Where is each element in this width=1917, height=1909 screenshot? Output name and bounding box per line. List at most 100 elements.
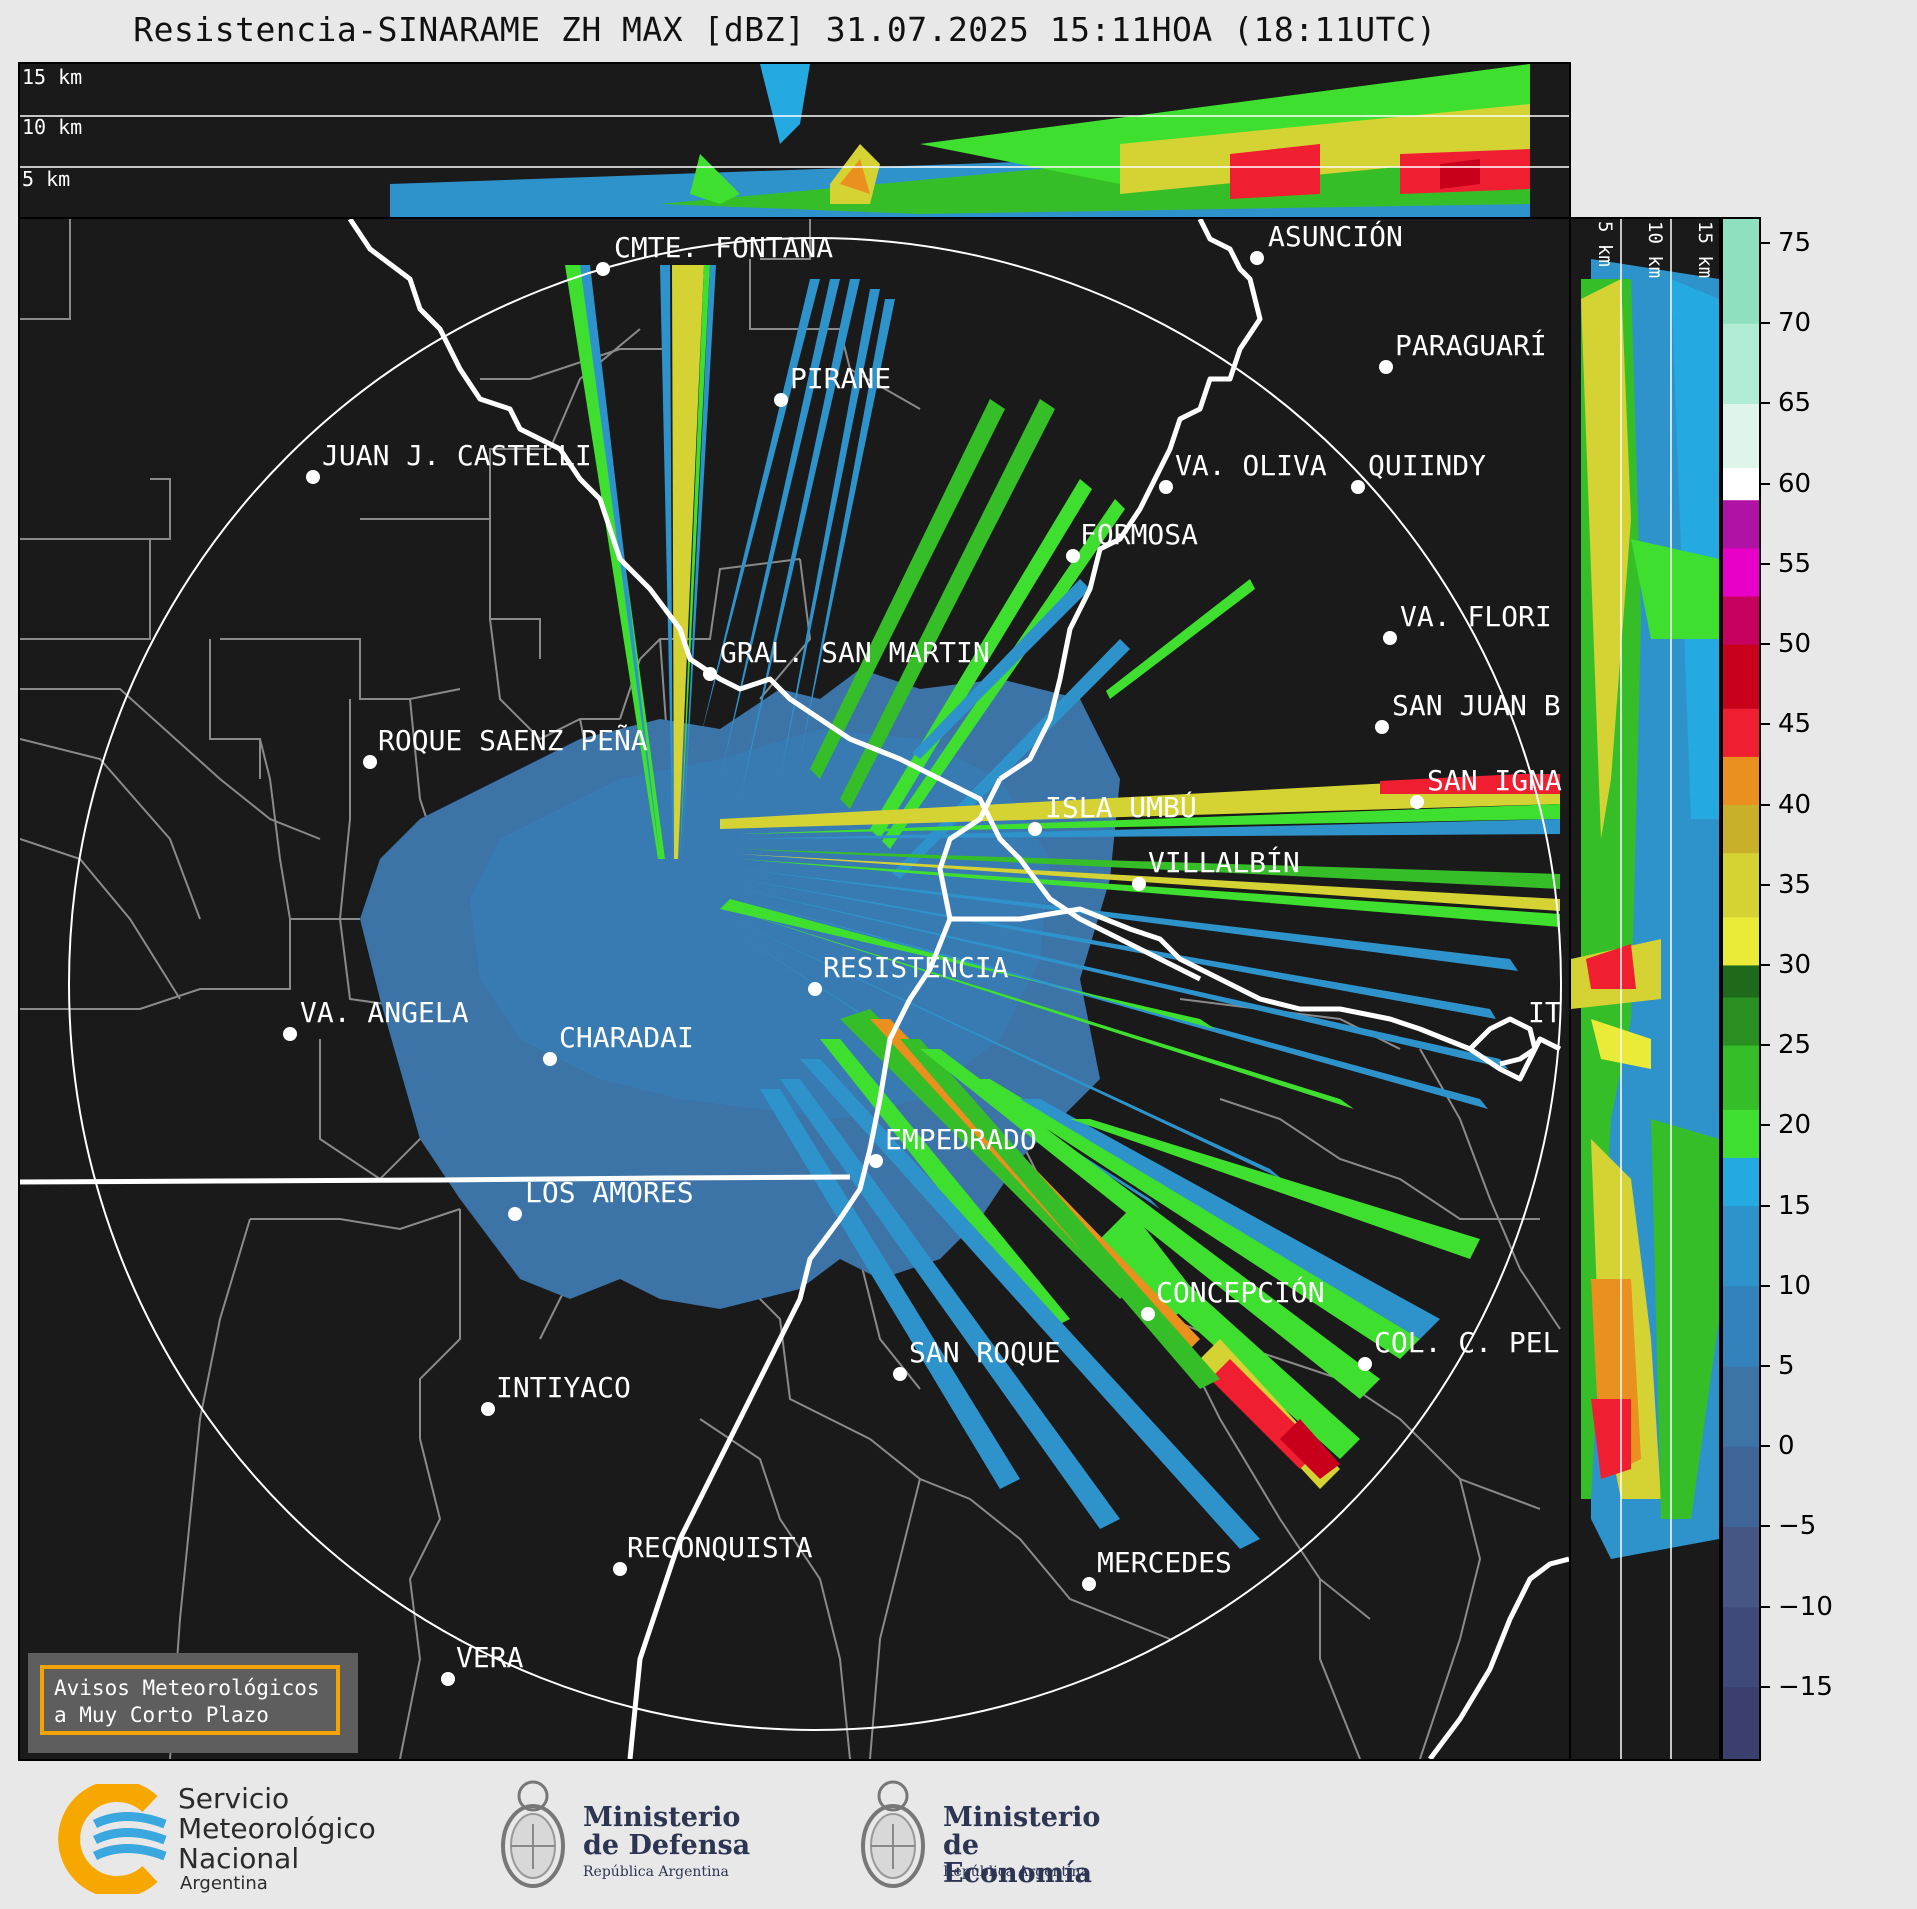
colorbar-tick-mark	[1761, 803, 1770, 806]
ministerio-defensa-logo: Ministerio de Defensa República Argentin…	[495, 1774, 755, 1902]
radar-range-ring	[68, 237, 1562, 1731]
svg-text:CONCEPCIÓN: CONCEPCIÓN	[1156, 1275, 1325, 1309]
colorbar-tick-mark	[1761, 1204, 1770, 1207]
top-cross-section-panel: 15 km 10 km 5 km	[18, 62, 1571, 219]
colorbar-band	[1723, 708, 1759, 757]
colorbar-tick-label: 0	[1778, 1431, 1795, 1462]
dbz-colorbar	[1721, 217, 1761, 1761]
colorbar-band	[1723, 1285, 1759, 1367]
colorbar-tick-label: 50	[1778, 629, 1812, 660]
side-height-label-15km: 15 km	[1694, 221, 1716, 278]
argentina-coat-of-arms-icon	[861, 1780, 925, 1888]
economia-title-line-2: de Economía	[943, 1830, 1092, 1889]
colorbar-tick-mark	[1761, 1685, 1770, 1688]
svg-text:COL. C. PEL: COL. C. PEL	[1374, 1326, 1559, 1359]
place-vera: VERA	[441, 1641, 524, 1686]
svg-text:ISLA UMBÚ: ISLA UMBÚ	[1045, 790, 1197, 824]
colorbar-band	[1723, 595, 1759, 645]
smn-name-line-3: Nacional	[178, 1842, 300, 1875]
colorbar-tick-label: 75	[1778, 228, 1812, 259]
colorbar-tick-label: 65	[1778, 388, 1812, 419]
colorbar-band	[1723, 852, 1759, 918]
place-it: IT	[1528, 996, 1562, 1029]
place-va-flori: VA. FLORI	[1383, 600, 1552, 645]
place-mercedes: MERCEDES	[1082, 1546, 1232, 1591]
colorbar-tick-label: 70	[1778, 308, 1812, 339]
place-quiindy: QUIINDY	[1351, 449, 1486, 494]
colorbar-tick-label: 45	[1778, 709, 1812, 740]
economia-title-line-1: Ministerio	[943, 1802, 1101, 1833]
side-cross-section-panel: 5 km 10 km 15 km	[1569, 217, 1721, 1761]
svg-text:SAN ROQUE: SAN ROQUE	[909, 1336, 1061, 1369]
svg-text:JUAN J. CASTELLI: JUAN J. CASTELLI	[322, 439, 592, 472]
defensa-subtitle: República Argentina	[583, 1864, 729, 1880]
colorbar-tick-label: −5	[1778, 1511, 1817, 1542]
national-borders	[20, 219, 1569, 1759]
svg-text:ROQUE SAENZ PEÑA: ROQUE SAENZ PEÑA	[378, 723, 648, 757]
colorbar-tick-label: 55	[1778, 548, 1812, 579]
colorbar-band	[1723, 964, 1759, 998]
defensa-title-line-1: Ministerio	[583, 1802, 741, 1833]
place-va-oliva: VA. OLIVA	[1159, 449, 1327, 494]
height-label-10km: 10 km	[22, 115, 82, 139]
svg-text:CMTE. FONTANA: CMTE. FONTANA	[614, 231, 833, 264]
svg-text:RESISTENCIA: RESISTENCIA	[823, 951, 1009, 984]
svg-text:CHARADAI: CHARADAI	[559, 1021, 694, 1054]
place-concepcion: CONCEPCIÓN	[1141, 1275, 1325, 1321]
warning-banner[interactable]: Avisos Meteorológicos a Muy Corto Plazo	[28, 1653, 358, 1753]
colorbar-tick-label: 15	[1778, 1190, 1812, 1221]
place-col-c-pel: COL. C. PEL	[1358, 1326, 1559, 1371]
svg-text:INTIYACO: INTIYACO	[496, 1371, 631, 1404]
footer-logos: Servicio Meteorológico Nacional Argentin…	[0, 1762, 1917, 1909]
colorbar-tick-label: 35	[1778, 869, 1812, 900]
colorbar-tick-label: −15	[1778, 1671, 1833, 1702]
svg-text:SAN IGNA: SAN IGNA	[1427, 764, 1562, 797]
smn-name-line-4: Argentina	[180, 1873, 268, 1894]
svg-text:PIRANE: PIRANE	[790, 362, 891, 395]
top-cross-section-echoes	[390, 64, 1530, 217]
place-san-roque: SAN ROQUE	[893, 1336, 1061, 1381]
svg-text:GRAL. SAN MARTIN: GRAL. SAN MARTIN	[720, 636, 990, 669]
colorbar-tick-mark	[1761, 482, 1770, 485]
colorbar-band	[1723, 403, 1759, 469]
top-cross-section-plot: 15 km 10 km 5 km	[20, 64, 1569, 217]
place-villalbin: VILLALBÍN	[1132, 845, 1300, 891]
colorbar-tick-mark	[1761, 1445, 1770, 1448]
colorbar-bands	[1723, 219, 1759, 1760]
side-cross-section-plot: 5 km 10 km 15 km	[1571, 219, 1719, 1759]
svg-text:VERA: VERA	[456, 1641, 524, 1674]
colorbar-tick-mark	[1761, 1525, 1770, 1528]
page-title: Resistencia-SINARAME ZH MAX [dBZ] 31.07.…	[133, 10, 1437, 49]
economia-subtitle: República Argentina	[943, 1864, 1089, 1880]
place-markers: CMTE. FONTANA ASUNCIÓN PIRANE PARAGUARÍ …	[283, 219, 1562, 1686]
svg-text:VA. OLIVA: VA. OLIVA	[1175, 449, 1327, 482]
colorbar-band	[1723, 499, 1759, 549]
svg-text:ASUNCIÓN: ASUNCIÓN	[1268, 219, 1403, 253]
colorbar-tick-label: 25	[1778, 1030, 1812, 1061]
colorbar-tick-label: 60	[1778, 468, 1812, 499]
height-label-5km: 5 km	[22, 167, 70, 191]
colorbar-tick-mark	[1761, 1364, 1770, 1367]
place-formosa: FORMOSA	[1066, 518, 1198, 563]
colorbar-tick-mark	[1761, 963, 1770, 966]
place-empedrado: EMPEDRADO	[869, 1123, 1037, 1168]
colorbar-band	[1723, 644, 1759, 709]
colorbar-tick-mark	[1761, 1044, 1770, 1047]
place-isla-umbu: ISLA UMBÚ	[1028, 790, 1197, 836]
colorbar-band	[1723, 1157, 1759, 1207]
colorbar-tick-mark	[1761, 883, 1770, 886]
colorbar-band	[1723, 219, 1759, 324]
svg-text:MERCEDES: MERCEDES	[1097, 1546, 1232, 1579]
colorbar-tick-mark	[1761, 723, 1770, 726]
place-san-igna: SAN IGNA	[1410, 764, 1562, 809]
svg-text:VA. ANGELA: VA. ANGELA	[300, 996, 469, 1029]
colorbar-band	[1723, 804, 1759, 854]
colorbar-band	[1723, 323, 1759, 404]
svg-text:FORMOSA: FORMOSA	[1080, 518, 1198, 551]
side-height-label-10km: 10 km	[1644, 221, 1666, 278]
warning-line-2: a Muy Corto Plazo	[54, 1703, 269, 1727]
place-juan-j-castelli: JUAN J. CASTELLI	[306, 439, 592, 484]
colorbar-band	[1723, 1045, 1759, 1110]
colorbar-band	[1723, 1205, 1759, 1287]
colorbar-tick-label: 30	[1778, 949, 1812, 980]
